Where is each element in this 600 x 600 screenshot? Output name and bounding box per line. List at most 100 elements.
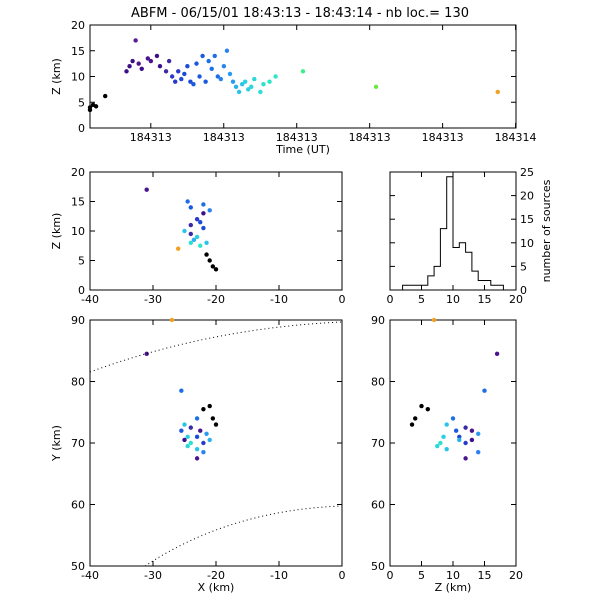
y-tick-label: 5: [78, 255, 85, 268]
source-point: [204, 431, 209, 436]
source-point: [87, 105, 93, 110]
source-point: [157, 63, 163, 69]
y-tick-label: 80: [71, 376, 85, 389]
y-tick-label: 20: [520, 190, 534, 203]
histogram-bin: [466, 252, 472, 290]
panel-z-y: 0 5 10 15 20 50 60 70 80 90 Z (km): [371, 314, 523, 594]
histogram-bin: [447, 177, 453, 290]
x-tick-label: 5: [418, 569, 425, 582]
source-point: [163, 69, 169, 74]
source-point: [198, 428, 203, 433]
source-point: [252, 76, 257, 82]
x-tick-label: 184313: [422, 131, 464, 144]
source-point: [201, 406, 206, 412]
source-point: [419, 403, 424, 409]
histogram-bin: [472, 271, 478, 290]
x-tick-label: -20: [207, 293, 225, 306]
source-point: [453, 428, 459, 433]
source-point: [236, 89, 242, 95]
source-point: [203, 79, 208, 84]
source-point: [144, 351, 149, 357]
y-tick-label: 20: [71, 166, 85, 179]
source-point: [176, 246, 181, 251]
source-point: [201, 225, 206, 231]
y-tick-label: 50: [71, 560, 85, 573]
source-point: [194, 234, 200, 240]
histogram-bin: [459, 243, 465, 290]
histogram-bin: [485, 281, 491, 290]
source-point: [188, 425, 193, 430]
histogram-bin: [422, 285, 428, 290]
source-point: [457, 434, 462, 440]
source-point: [185, 434, 190, 440]
source-point: [194, 456, 200, 461]
source-point: [127, 63, 132, 69]
x-tick-label: -40: [81, 569, 99, 582]
x-axis-label: X (km): [198, 581, 235, 594]
y-tick-label: 5: [78, 96, 85, 109]
source-point: [463, 456, 468, 461]
y-tick-label: 25: [520, 166, 534, 179]
source-point: [179, 428, 184, 433]
source-point: [194, 446, 200, 452]
y-tick-label: 70: [71, 437, 85, 450]
x-tick-label: 0: [387, 569, 394, 582]
source-point: [188, 205, 193, 210]
source-point: [476, 431, 481, 436]
y-tick-label: 70: [371, 437, 385, 450]
source-point: [173, 79, 178, 84]
source-point: [93, 104, 99, 109]
source-point: [169, 74, 175, 79]
x-axis-label: Z (km): [435, 581, 472, 594]
source-point: [185, 63, 190, 69]
source-point: [207, 258, 212, 263]
histogram-bin: [478, 281, 484, 290]
source-point: [188, 231, 193, 237]
source-point: [218, 76, 224, 82]
source-point: [249, 84, 254, 90]
source-point: [182, 71, 187, 77]
source-point: [409, 422, 415, 427]
source-point: [103, 93, 108, 99]
source-point: [463, 425, 468, 430]
source-point: [258, 89, 263, 95]
y-tick-label: 90: [71, 314, 85, 327]
source-point: [233, 84, 239, 90]
y-axis-label: Y (km): [50, 425, 63, 462]
range-circle-lower: [144, 505, 343, 567]
source-point: [212, 53, 217, 59]
histogram-bin: [428, 276, 434, 290]
source-point: [185, 199, 190, 204]
y-tick-label: 90: [371, 314, 385, 327]
source-point: [239, 82, 245, 87]
source-point: [246, 87, 251, 92]
source-point: [136, 61, 141, 66]
source-point: [210, 264, 216, 269]
source-point: [444, 446, 449, 452]
histogram-bin: [415, 285, 421, 290]
source-point: [188, 79, 193, 84]
source-point: [230, 79, 236, 84]
x-tick-label: 20: [509, 569, 523, 582]
x-tick-label: 184313: [130, 131, 172, 144]
source-point: [441, 434, 446, 440]
source-point: [144, 187, 149, 192]
source-point: [182, 437, 187, 443]
x-tick-label: -40: [81, 293, 99, 306]
source-point: [194, 61, 199, 66]
source-point: [431, 317, 437, 323]
source-point: [179, 76, 184, 82]
source-point: [206, 58, 211, 64]
source-point: [438, 440, 443, 446]
source-point: [210, 416, 216, 421]
source-point: [176, 69, 181, 74]
source-point: [198, 219, 203, 225]
source-point: [185, 443, 190, 449]
y-tick-label: 15: [71, 45, 85, 58]
x-tick-label: 184313: [349, 131, 391, 144]
figure-title: ABFM - 06/15/01 18:43:13 - 18:43:14 - nb…: [131, 6, 469, 21]
x-tick-label: -30: [144, 293, 162, 306]
source-point: [207, 208, 212, 213]
source-point: [169, 317, 175, 323]
